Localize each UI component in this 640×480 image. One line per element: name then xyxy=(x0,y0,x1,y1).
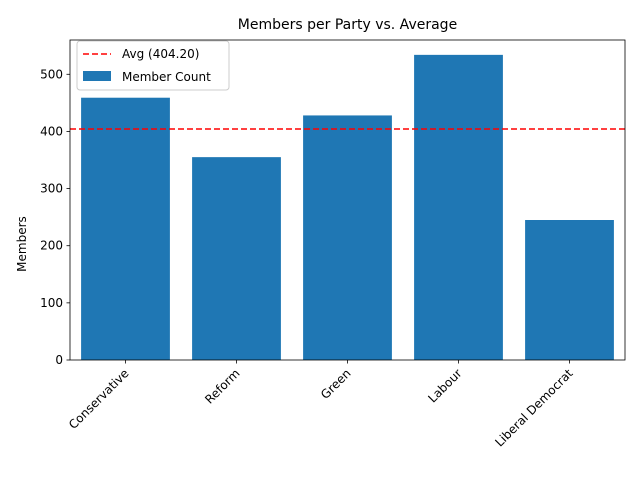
chart-title: Members per Party vs. Average xyxy=(238,17,457,33)
legend-average-label: Avg (404.20) xyxy=(122,47,199,61)
bar-conservative xyxy=(81,97,170,361)
legend: Avg (404.20) Member Count xyxy=(76,40,230,91)
bar-labour xyxy=(414,54,503,361)
legend-member-count-label: Member Count xyxy=(122,70,211,84)
y-tick-label: 100 xyxy=(40,296,63,310)
legend-box xyxy=(76,40,230,91)
y-tick-label: 0 xyxy=(55,353,63,367)
bar-green xyxy=(303,115,392,361)
bar-liberal-democrat xyxy=(525,220,614,360)
y-axis-label: Members xyxy=(15,216,29,272)
y-tick-label: 400 xyxy=(40,124,63,138)
legend-member-count-swatch xyxy=(83,71,111,81)
y-tick-label: 300 xyxy=(40,182,63,196)
y-tick-label: 200 xyxy=(40,239,63,253)
bar-reform xyxy=(192,157,281,360)
y-tick-label: 500 xyxy=(40,67,63,81)
